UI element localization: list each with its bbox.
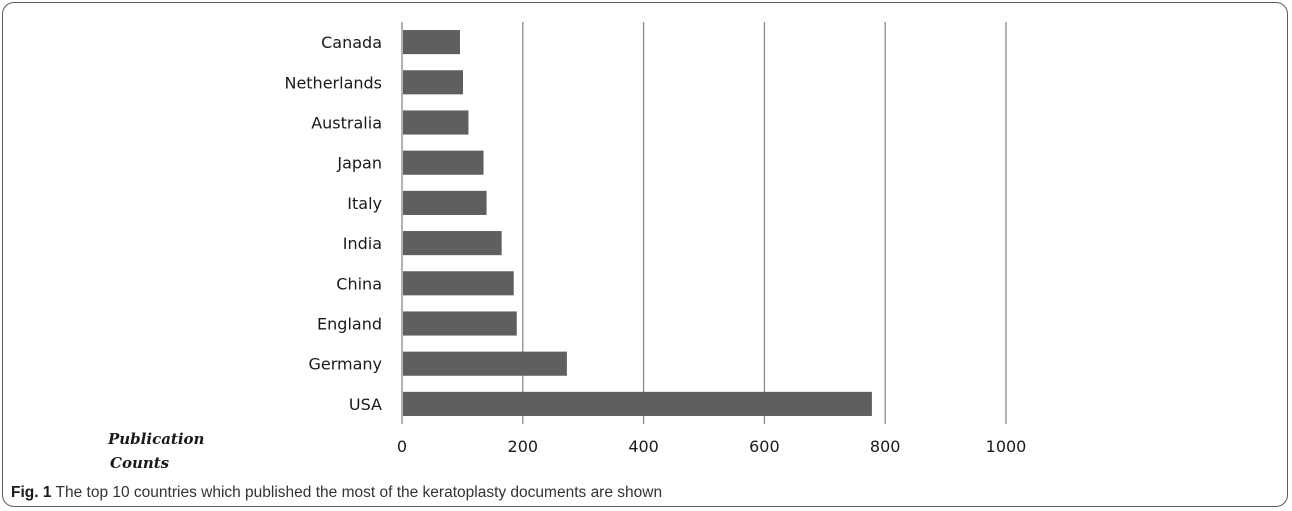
x-tick-label-600: 600 bbox=[749, 437, 780, 456]
x-axis-title-line1: Publication bbox=[107, 430, 204, 448]
category-labels: Canada Netherlands Australia Japan Italy Indi… bbox=[284, 33, 382, 414]
category-label-japan: Japan bbox=[336, 154, 382, 173]
bar-china bbox=[403, 271, 514, 296]
category-label-netherlands: Netherlands bbox=[284, 73, 382, 92]
category-label-canada: Canada bbox=[321, 33, 382, 52]
figure-label: Fig. 1 bbox=[11, 484, 52, 501]
bar-chart: Canada Netherlands Australia Japan Italy Indi… bbox=[107, 22, 1026, 472]
x-axis-title-line2: Counts bbox=[110, 454, 170, 472]
bar-england bbox=[403, 311, 517, 336]
x-tick-label-0: 0 bbox=[397, 437, 407, 456]
category-label-india: India bbox=[343, 234, 382, 253]
bar-canada bbox=[403, 30, 460, 55]
category-label-australia: Australia bbox=[311, 114, 382, 133]
category-label-germany: Germany bbox=[308, 355, 382, 374]
bar-australia bbox=[403, 110, 469, 135]
category-label-china: China bbox=[336, 274, 382, 293]
bar-italy bbox=[403, 190, 487, 215]
x-tick-label-1000: 1000 bbox=[986, 437, 1027, 456]
bar-germany bbox=[403, 351, 567, 376]
x-tick-label-800: 800 bbox=[870, 437, 901, 456]
x-tick-labels: 0 200 400 600 800 1000 bbox=[397, 437, 1026, 456]
category-label-england: England bbox=[317, 315, 382, 334]
bar-netherlands bbox=[403, 70, 464, 95]
bar-india bbox=[403, 231, 502, 256]
x-tick-label-400: 400 bbox=[628, 437, 659, 456]
figure-caption: Fig. 1 The top 10 countries which publis… bbox=[11, 484, 662, 502]
category-label-italy: Italy bbox=[347, 194, 382, 213]
bar-japan bbox=[403, 150, 484, 175]
x-tick-label-200: 200 bbox=[508, 437, 539, 456]
caption-text: The top 10 countries which published the… bbox=[51, 484, 663, 501]
category-label-usa: USA bbox=[349, 395, 382, 414]
bars bbox=[403, 30, 872, 416]
bar-usa bbox=[403, 391, 872, 416]
